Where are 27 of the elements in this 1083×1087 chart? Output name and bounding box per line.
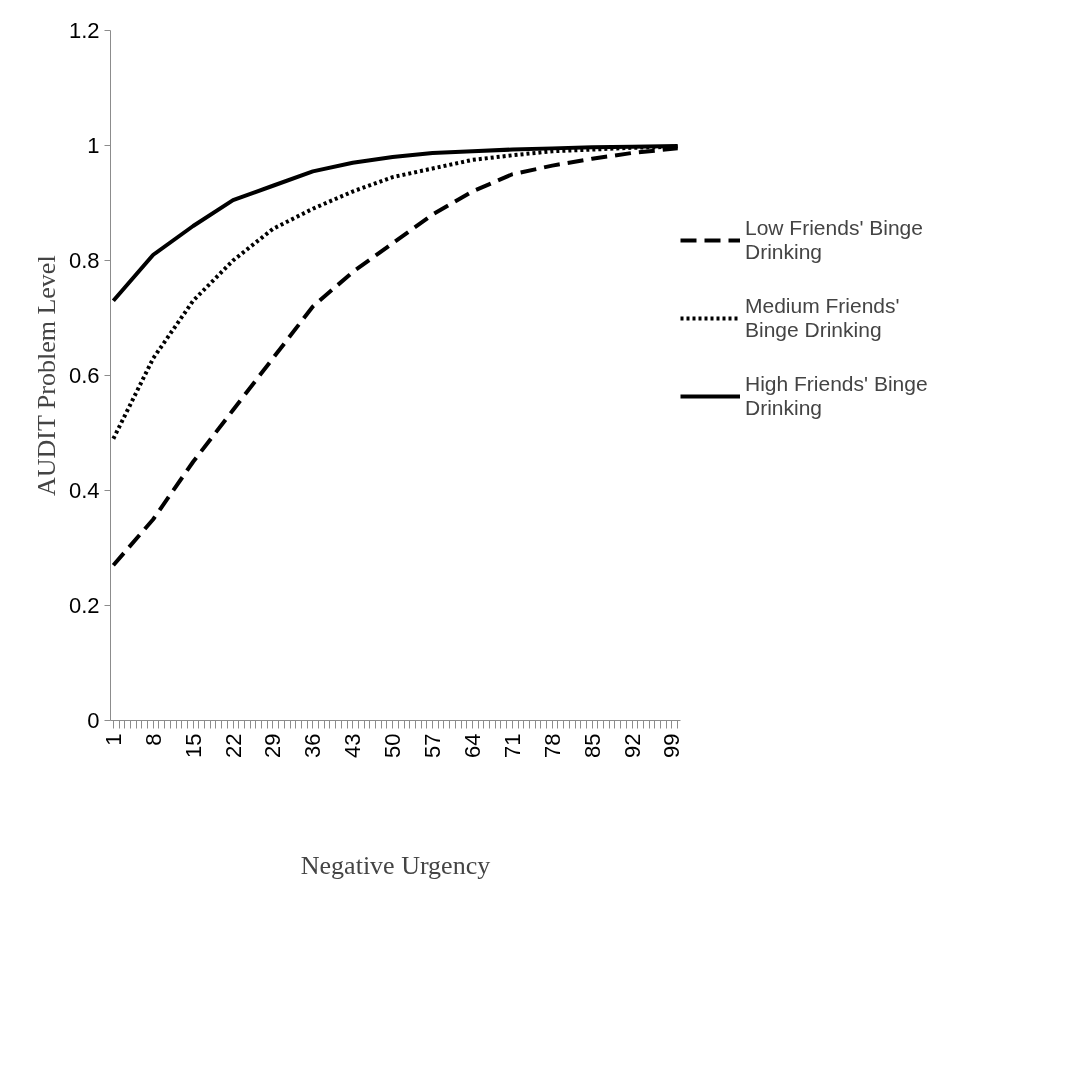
x-tick-label: 43 (340, 733, 366, 758)
y-tick-label: 0.6 (68, 363, 100, 388)
x-tick-label: 71 (499, 733, 525, 758)
x-tick-label: 1 (100, 733, 126, 746)
x-tick-label: 15 (180, 733, 206, 758)
x-tick-label: 85 (579, 733, 605, 758)
x-axis-title: Negative Urgency (300, 850, 491, 880)
y-tick-label: 0.2 (68, 593, 100, 618)
x-tick-label: 22 (220, 733, 246, 758)
x-tick-label: 50 (380, 733, 406, 758)
y-tick-label: 1.2 (68, 18, 100, 43)
y-tick-label: 0.4 (68, 478, 100, 503)
x-tick-label: 99 (659, 733, 685, 758)
x-tick-label: 36 (300, 733, 326, 758)
legend-label: Medium Friends' Binge Drinking (745, 294, 900, 342)
y-tick-label: 1 (87, 133, 100, 158)
x-tick-label: 92 (619, 733, 645, 758)
x-tick-label: 78 (539, 733, 565, 758)
x-tick-label: 29 (260, 733, 286, 758)
y-tick-label: 0 (87, 708, 100, 733)
x-tick-label: 64 (459, 733, 485, 758)
y-tick-label: 0.8 (68, 248, 100, 273)
y-axis-title: AUDIT Problem Level (31, 255, 61, 497)
x-tick-label: 8 (140, 733, 166, 746)
legend-label: Low Friends' Binge Drinking (745, 216, 923, 264)
legend-label: High Friends' Binge Drinking (745, 372, 928, 420)
x-tick-label: 57 (420, 733, 446, 758)
